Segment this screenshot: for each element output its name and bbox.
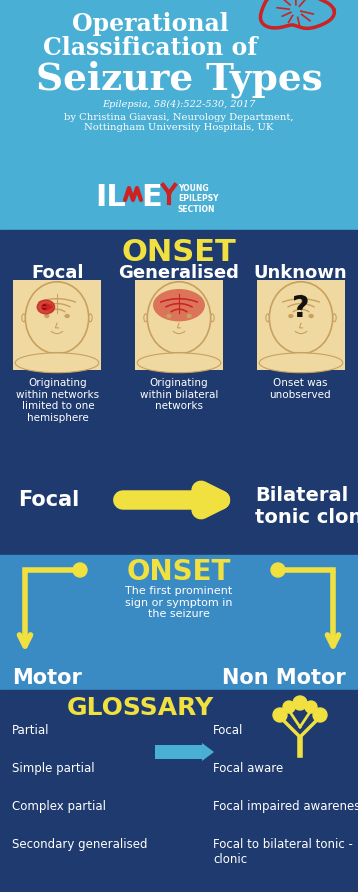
Text: Focal: Focal	[213, 724, 243, 737]
Text: Bilateral
tonic clonic: Bilateral tonic clonic	[255, 486, 358, 527]
Text: Operational: Operational	[72, 12, 228, 36]
Ellipse shape	[44, 314, 49, 318]
Text: Focal impaired awareness: Focal impaired awareness	[213, 800, 358, 813]
Text: Generalised: Generalised	[118, 264, 240, 282]
Ellipse shape	[42, 304, 48, 310]
Text: Focal aware: Focal aware	[213, 762, 283, 775]
Ellipse shape	[332, 314, 336, 322]
Ellipse shape	[187, 314, 192, 318]
Text: IL: IL	[95, 183, 126, 212]
Bar	[49, 351, 65, 363]
Bar	[0, 690, 358, 892]
Text: Non Motor: Non Motor	[222, 668, 346, 688]
Text: Motor: Motor	[12, 668, 82, 688]
Bar	[0, 230, 358, 555]
Bar	[257, 280, 345, 370]
Circle shape	[73, 563, 87, 577]
Text: The first prominent
sign or symptom in
the seizure: The first prominent sign or symptom in t…	[125, 586, 233, 619]
Text: Unknown: Unknown	[253, 264, 347, 282]
Text: Simple partial: Simple partial	[12, 762, 95, 775]
Text: Focal: Focal	[32, 264, 84, 282]
FancyArrow shape	[155, 743, 214, 761]
Text: Originating
within bilateral
networks: Originating within bilateral networks	[140, 378, 218, 411]
Text: Complex partial: Complex partial	[12, 800, 106, 813]
Bar	[0, 0, 358, 230]
Ellipse shape	[309, 314, 314, 318]
Ellipse shape	[15, 353, 99, 373]
Ellipse shape	[269, 282, 333, 354]
Text: ONSET: ONSET	[127, 558, 231, 586]
Ellipse shape	[266, 314, 270, 322]
Ellipse shape	[211, 314, 214, 322]
Ellipse shape	[37, 301, 55, 314]
Ellipse shape	[288, 314, 294, 318]
Ellipse shape	[166, 314, 171, 318]
Text: Seizure Types: Seizure Types	[36, 60, 322, 97]
Text: by Christina Giavasi, Neurology Department,
Nottingham University Hospitals, UK: by Christina Giavasi, Neurology Departme…	[64, 113, 294, 132]
Text: GLOSSARY: GLOSSARY	[66, 696, 214, 720]
Circle shape	[283, 701, 295, 713]
Circle shape	[313, 708, 327, 722]
Ellipse shape	[259, 353, 343, 373]
Bar	[13, 280, 101, 370]
Circle shape	[271, 563, 285, 577]
Bar	[0, 555, 358, 690]
Text: ?: ?	[292, 294, 310, 323]
Text: ONSET: ONSET	[122, 238, 236, 267]
Circle shape	[273, 708, 287, 722]
Text: Secondary generalised: Secondary generalised	[12, 838, 147, 851]
Ellipse shape	[88, 314, 92, 322]
Ellipse shape	[64, 314, 70, 318]
Text: Epilepsia, 58(4):522-530, 2017: Epilepsia, 58(4):522-530, 2017	[102, 100, 256, 109]
Text: Partial: Partial	[12, 724, 49, 737]
Bar	[293, 351, 309, 363]
Text: Classification of: Classification of	[43, 36, 257, 60]
Text: Originating
within networks
limited to one
hemisphere: Originating within networks limited to o…	[16, 378, 100, 423]
Ellipse shape	[144, 314, 147, 322]
Bar	[135, 280, 223, 370]
Text: Onset was
unobserved: Onset was unobserved	[269, 378, 331, 400]
Ellipse shape	[25, 282, 89, 354]
Ellipse shape	[147, 282, 211, 354]
Text: Focal: Focal	[18, 490, 79, 510]
Bar	[171, 351, 187, 363]
Ellipse shape	[22, 314, 26, 322]
Ellipse shape	[153, 289, 205, 321]
Circle shape	[305, 701, 317, 713]
Text: Focal to bilateral tonic -
clonic: Focal to bilateral tonic - clonic	[213, 838, 353, 866]
Ellipse shape	[137, 353, 221, 373]
Text: YOUNG
EPILEPSY
SECTION: YOUNG EPILEPSY SECTION	[178, 184, 218, 214]
Text: E: E	[141, 183, 162, 212]
Circle shape	[293, 696, 307, 710]
